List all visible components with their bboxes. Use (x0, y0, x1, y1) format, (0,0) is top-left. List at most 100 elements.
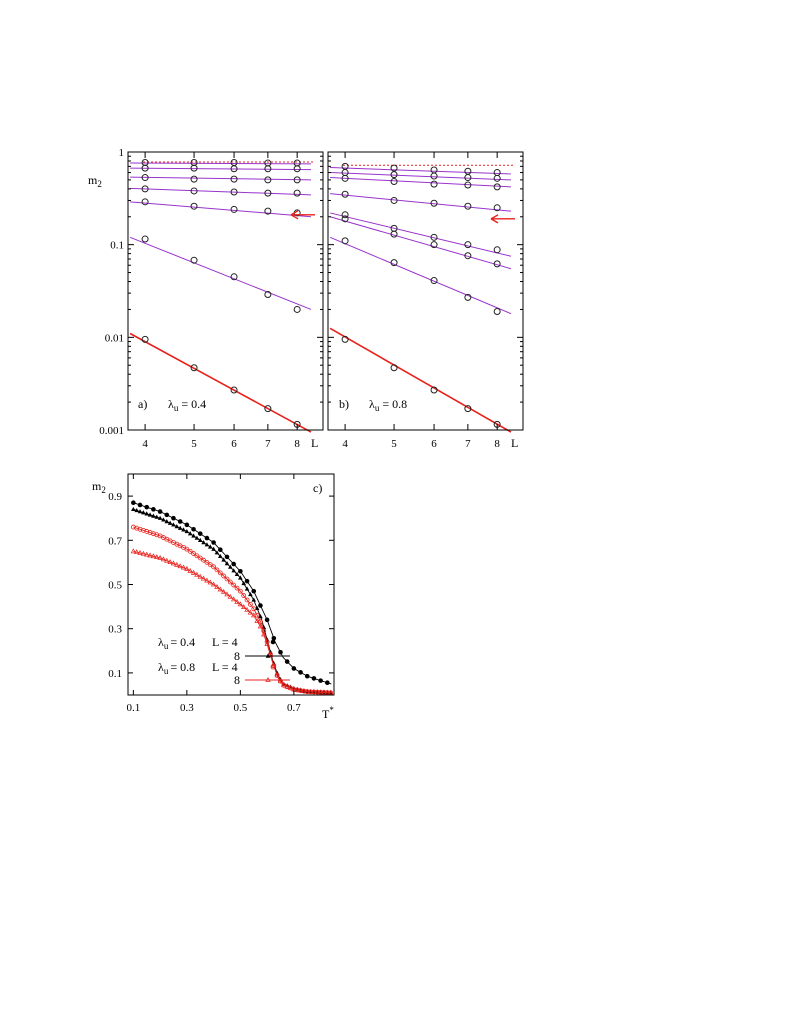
c-marker-c4 (164, 557, 170, 563)
c-marker-c2 (248, 591, 253, 597)
c-marker-c1 (211, 540, 216, 545)
b-fit-line-5 (329, 216, 512, 270)
a-point-0-4 (293, 159, 301, 167)
c-marker-c4 (157, 554, 163, 560)
legend-lambda-1: λu = 0.4 (158, 635, 195, 651)
c-marker-c4 (144, 551, 150, 557)
c-marker-c2 (204, 542, 210, 547)
c-marker-c3 (234, 585, 240, 591)
panel-c-label: c) (313, 481, 322, 495)
c-marker-c4 (301, 688, 307, 693)
c-marker-c2 (131, 506, 136, 512)
a-xtick-label: 7 (265, 438, 271, 450)
c-marker-c2 (167, 520, 173, 525)
a-point-2-0 (141, 174, 149, 182)
c-marker-c4 (324, 689, 331, 695)
c-marker-c2 (144, 511, 150, 516)
panel-b-marks (329, 162, 515, 433)
c-marker-c3 (247, 601, 253, 607)
c-marker-c2 (244, 586, 250, 591)
c-marker-c2 (221, 557, 226, 562)
c-marker-c1 (238, 568, 243, 574)
a-ytick-label: 0.01 (105, 332, 124, 344)
c-marker-c2 (141, 510, 146, 515)
legend-marker-c4 (265, 676, 271, 682)
c-marker-c3 (187, 548, 193, 554)
c-marker-c4 (160, 556, 167, 562)
c-ytick-label: 0.9 (108, 491, 122, 503)
panel-b-xlabel: L (511, 436, 518, 450)
c-marker-c2 (234, 571, 240, 576)
a-point-6-1 (190, 364, 198, 372)
c-marker-c4 (140, 550, 147, 556)
c-marker-c4 (237, 601, 244, 607)
c-marker-c4 (167, 559, 173, 564)
a-point-3-1 (190, 187, 198, 195)
a-ytick-label: 0.001 (99, 425, 124, 437)
legend-l4-2: L = 4 (212, 660, 238, 674)
a-point-2-2 (230, 175, 238, 183)
a-point-5-4 (293, 305, 301, 313)
c-marker-c1 (278, 649, 283, 655)
c-xtick-label: 0.7 (287, 702, 301, 714)
panel-c-legend: λu = 0.4 L = 4 8 λu = 0.8 L = 4 8 (158, 635, 290, 687)
c-marker-c2 (217, 553, 223, 559)
panel-a-marks (129, 159, 315, 433)
b-point-3-4 (493, 204, 501, 212)
b-point-4-4 (493, 246, 501, 254)
a-ytick-label: 0.1 (110, 240, 124, 252)
c-marker-c1 (171, 515, 176, 521)
panel-a-xlabel: L (311, 436, 318, 450)
a-point-4-1 (190, 202, 198, 210)
c-marker-c1 (131, 500, 136, 506)
c-marker-c3 (221, 573, 227, 579)
legend-eight-1: 8 (234, 649, 240, 663)
c-marker-c3 (201, 557, 206, 563)
panel-c-marks (130, 500, 334, 696)
c-marker-c3 (237, 588, 243, 594)
c-marker-c1 (251, 588, 257, 594)
a-fit-line-6 (129, 332, 312, 433)
c-marker-c3 (197, 555, 203, 561)
c-marker-c3 (231, 582, 237, 588)
a-point-5-1 (190, 256, 198, 264)
c-marker-c4 (227, 593, 234, 599)
a-point-3-0 (141, 185, 149, 193)
panel-c-xlabel: T* (322, 705, 334, 721)
b-point-5-3 (464, 252, 472, 260)
panel-c-ylabel: m2 (92, 479, 106, 495)
c-ytick-label: 0.7 (108, 535, 122, 547)
b-point-6-2 (430, 277, 438, 285)
b-xtick-label: 7 (465, 438, 471, 450)
c-marker-c4 (207, 579, 213, 585)
b-point-5-1 (390, 230, 398, 238)
b-point-5-2 (430, 241, 438, 249)
c-marker-c3 (184, 546, 190, 552)
b-point-3-1 (390, 196, 398, 204)
c-marker-c1 (271, 635, 277, 641)
c-marker-c1 (258, 603, 263, 608)
c-xtick-label: 0.3 (180, 702, 194, 714)
b-point-0-1 (390, 164, 398, 172)
a-point-4-0 (141, 198, 149, 206)
c-marker-c4 (194, 571, 200, 577)
c-marker-c2 (161, 517, 166, 522)
c-marker-c4 (241, 604, 247, 610)
c-ytick-label: 0.5 (108, 580, 122, 592)
b-point-2-3 (464, 181, 472, 189)
c-marker-c4 (287, 685, 294, 690)
c-marker-c4 (267, 652, 274, 658)
a-ytick-label: 1 (119, 147, 125, 159)
b-fit-line-7 (329, 327, 512, 433)
b-point-5-4 (493, 260, 501, 268)
b-fit-line-4 (329, 212, 512, 257)
c-marker-c4 (230, 596, 237, 602)
a-point-5-3 (264, 290, 272, 298)
c-marker-c4 (234, 598, 240, 604)
c-marker-c3 (241, 593, 247, 598)
c-xtick-label: 0.5 (233, 702, 247, 714)
c-marker-c2 (214, 550, 220, 555)
a-point-1-3 (264, 165, 272, 173)
c-marker-c4 (217, 586, 223, 592)
a-point-2-3 (264, 176, 272, 184)
